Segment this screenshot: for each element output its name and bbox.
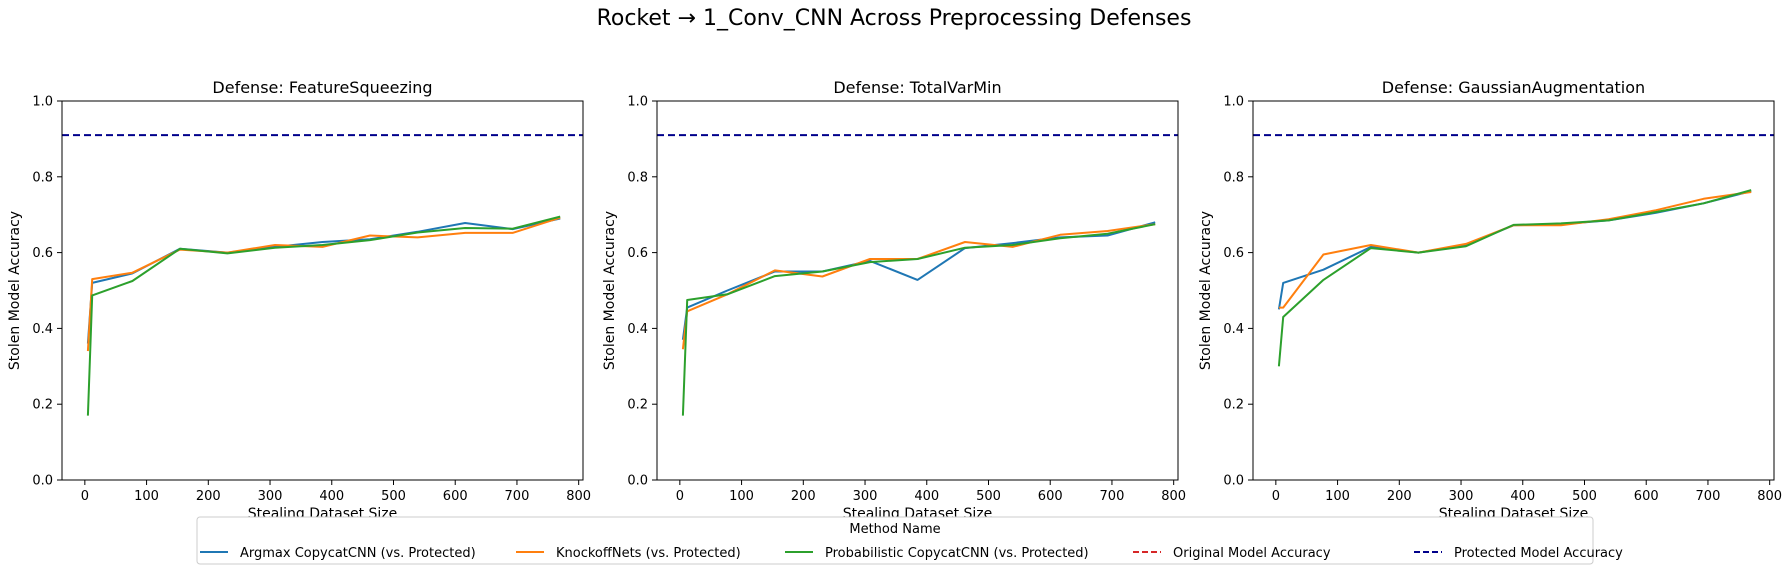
x-tick-label: 700: [1696, 489, 1721, 504]
x-tick-label: 200: [196, 489, 221, 504]
y-tick-label: 0.0: [627, 474, 648, 489]
series-line-3: [681, 223, 1156, 416]
x-tick-label: 800: [1161, 489, 1186, 504]
plot-frame: [61, 100, 584, 481]
x-tick-label: 200: [1387, 489, 1412, 504]
legend-entries: Argmax CopycatCNN (vs. Protected) Knockof…: [200, 546, 1623, 561]
y-tick-label: 0.4: [1223, 322, 1244, 337]
x-tick-label: 500: [381, 489, 406, 504]
y-tick-label: 0.4: [627, 322, 648, 337]
y-tick-label: 0.6: [32, 246, 53, 261]
x-tick-label: 0: [81, 489, 89, 504]
series-line-2: [681, 223, 1156, 350]
y-tick-label: 0.4: [32, 322, 53, 337]
x-tick-label: 0: [676, 489, 684, 504]
y-tick-label: 0.6: [627, 246, 648, 261]
series-line-2: [86, 216, 561, 352]
series-line-2: [1278, 191, 1752, 309]
legend-entry: Argmax CopycatCNN (vs. Protected): [200, 546, 476, 561]
x-tick-label: 100: [729, 489, 754, 504]
subplot-title: Defense: TotalVarMin: [833, 78, 1001, 97]
y-tick-label: 1.0: [627, 95, 648, 110]
y-axis-label: Stolen Model Accuracy: [602, 211, 618, 370]
x-tick-label: 300: [853, 489, 878, 504]
y-tick-label: 0.8: [627, 170, 648, 185]
legend-frame: [196, 516, 1594, 565]
legend-entry: Probabilistic CopycatCNN (vs. Protected): [785, 546, 1089, 561]
x-tick-label: 100: [1325, 489, 1350, 504]
x-tick-label: 600: [443, 489, 468, 504]
x-tick-label: 800: [1757, 489, 1782, 504]
subplot-title: Defense: FeatureSqueezing: [212, 78, 432, 97]
x-tick-label: 800: [566, 489, 591, 504]
plot-frame: [1252, 100, 1775, 481]
x-tick-label: 100: [134, 489, 159, 504]
legend-label: Probabilistic CopycatCNN (vs. Protected): [825, 546, 1089, 561]
y-tick-label: 0.2: [1223, 398, 1244, 413]
series-line-3: [1277, 189, 1752, 367]
legend-label: Protected Model Accuracy: [1454, 546, 1623, 561]
x-tick-label: 200: [791, 489, 816, 504]
x-tick-label: 400: [914, 489, 939, 504]
x-tick-label: 500: [976, 489, 1001, 504]
y-tick-label: 0.8: [32, 170, 53, 185]
subplot-title: Defense: GaussianAugmentation: [1382, 78, 1645, 97]
x-tick-label: 0: [1272, 489, 1280, 504]
subplot-1: Defense: FeatureSqueezing 0 100 200 300 400 50…: [7, 78, 591, 522]
subplots: Defense: FeatureSqueezing 0 100 200 300 400 50…: [7, 78, 1782, 522]
y-tick-label: 1.0: [1223, 95, 1244, 110]
legend-label: KnockoffNets (vs. Protected): [556, 546, 741, 561]
legend-entry: Original Model Accuracy: [1133, 546, 1331, 561]
figure-title: Rocket → 1_Conv_CNN Across Preprocessing…: [597, 6, 1192, 31]
series-line-3: [86, 215, 561, 416]
series-line-1: [86, 217, 561, 344]
legend-title: Method Name: [849, 522, 940, 537]
series-line-1: [1277, 190, 1752, 310]
y-axis-label: Stolen Model Accuracy: [1198, 211, 1214, 370]
legend-entry: KnockoffNets (vs. Protected): [516, 546, 741, 561]
y-tick-label: 0.6: [1223, 246, 1244, 261]
legend-label: Original Model Accuracy: [1173, 546, 1331, 561]
legend-entry: Protected Model Accuracy: [1414, 546, 1623, 561]
subplot-2: Defense: TotalVarMin 0 100 200 300 400 500 600 7…: [602, 78, 1186, 522]
subplot-3: Defense: GaussianAugmentation 0 100 200 300 4…: [1198, 78, 1782, 522]
y-axis-label: Stolen Model Accuracy: [7, 211, 23, 370]
x-tick-label: 400: [319, 489, 344, 504]
x-tick-label: 700: [505, 489, 530, 504]
x-tick-label: 400: [1510, 489, 1535, 504]
plot-frame: [656, 100, 1179, 481]
x-tick-label: 300: [258, 489, 283, 504]
x-tick-label: 600: [1038, 489, 1063, 504]
y-tick-label: 1.0: [32, 95, 53, 110]
y-tick-label: 0.8: [1223, 170, 1244, 185]
y-tick-label: 0.0: [32, 474, 53, 489]
x-tick-label: 700: [1100, 489, 1125, 504]
x-tick-label: 600: [1634, 489, 1659, 504]
y-tick-label: 0.2: [32, 398, 53, 413]
legend-label: Argmax CopycatCNN (vs. Protected): [240, 546, 476, 561]
x-tick-label: 300: [1449, 489, 1474, 504]
y-tick-label: 0.2: [627, 398, 648, 413]
x-tick-label: 500: [1572, 489, 1597, 504]
legend: Method Name Argmax CopycatCNN (vs. Prote…: [196, 516, 1623, 565]
y-tick-label: 0.0: [1223, 474, 1244, 489]
